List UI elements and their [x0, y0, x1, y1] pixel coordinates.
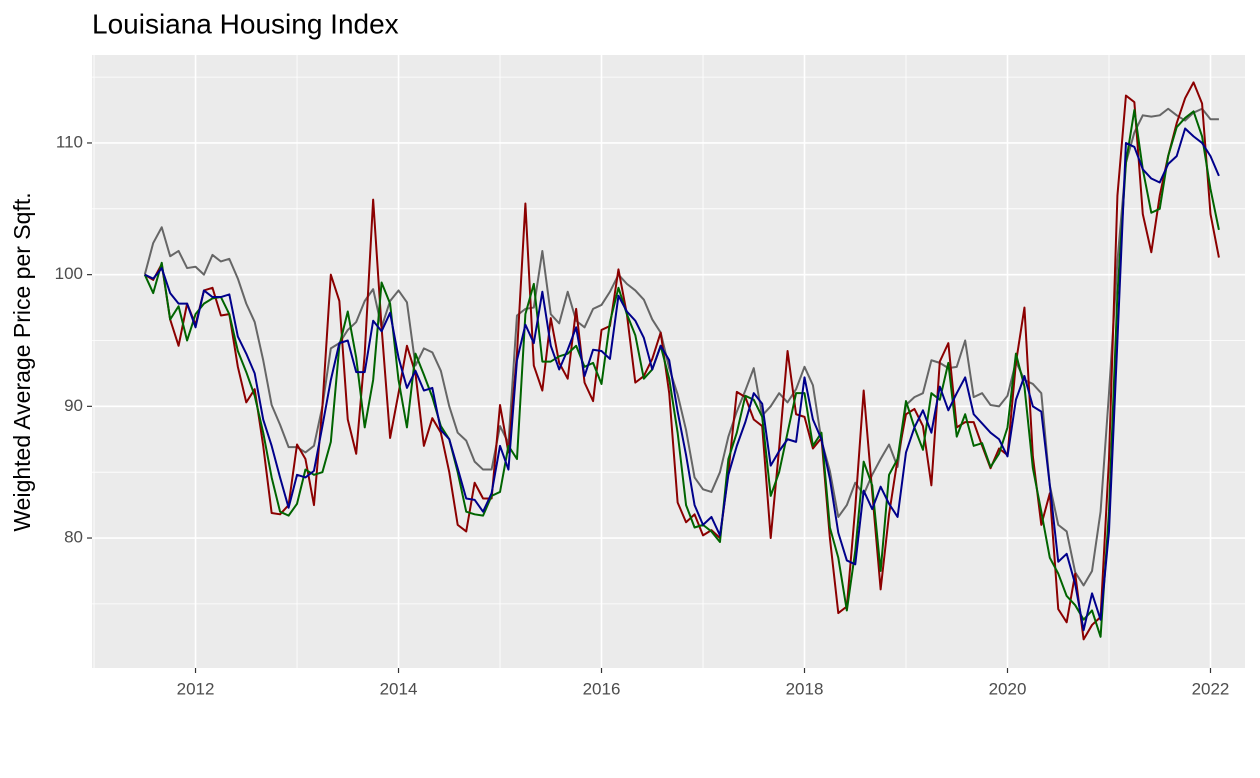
x-tick-label: 2012 [177, 679, 215, 698]
y-axis-label: Weighted Average Price per Sqft. [9, 192, 35, 531]
chart-title: Louisiana Housing Index [92, 8, 399, 39]
x-tick-label: 2022 [1192, 679, 1230, 698]
y-tick-label: 110 [56, 132, 83, 151]
y-tick-label: 80 [64, 528, 83, 547]
x-tick-label: 2016 [583, 679, 621, 698]
series-line [143, 109, 1220, 638]
y-tick-label: 100 [55, 264, 83, 283]
x-tick-label: 2018 [786, 679, 824, 698]
x-tick-label: 2020 [989, 679, 1027, 698]
series-line [144, 127, 1220, 632]
series-line [144, 81, 1220, 641]
y-tick-label: 90 [64, 396, 83, 415]
x-tick-label: 2014 [380, 679, 418, 698]
